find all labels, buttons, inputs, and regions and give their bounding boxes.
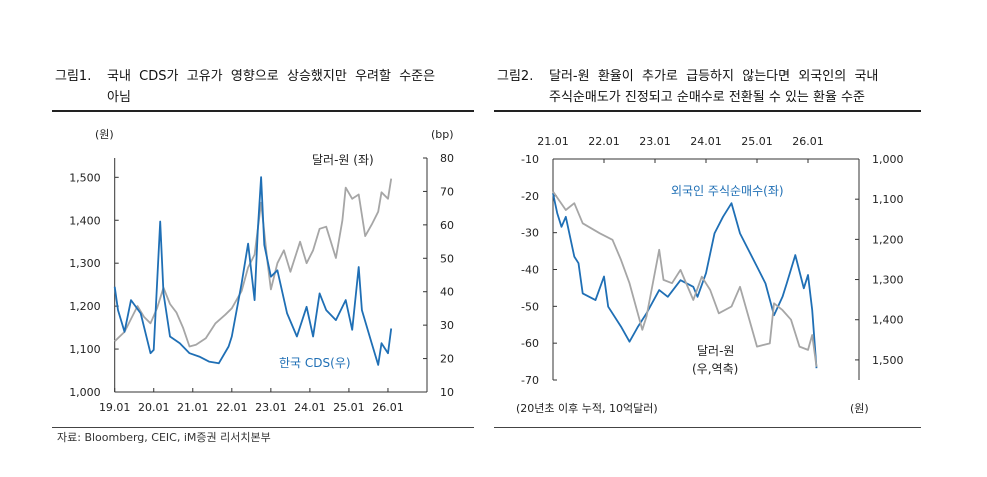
right-axis-tick-label: 80 (440, 152, 454, 165)
left-axis-tick-label: -40 (521, 264, 539, 277)
left-axis-tick-label: -60 (521, 337, 539, 350)
left-axis-tick-label: -20 (521, 190, 539, 203)
figure2-number: 그림2. (497, 69, 534, 84)
figure1-title-line1: 국내 CDS가 고유가 영향으로 상승했지만 우려할 수준은 (107, 69, 436, 84)
left-axis-tick-label: -30 (521, 227, 539, 240)
x-axis-tick-label: 23.01 (639, 135, 671, 148)
left-axis-tick-label: -10 (521, 153, 539, 166)
right-axis-tick-label: 40 (440, 286, 454, 299)
legend-korea-cds: 한국 CDS(우) (279, 356, 351, 370)
legend-usdkrw-line2: (우,역축) (692, 362, 738, 376)
right-axis-tick-label: 30 (440, 319, 454, 332)
right-axis-tick-label: 70 (440, 185, 454, 198)
figure1-number: 그림1. (55, 69, 92, 84)
figure2-title-line1: 달러-원 환율이 추가로 급등하지 않는다면 외국인의 국내 (549, 69, 879, 84)
x-axis-tick-label: 23.01 (255, 401, 287, 414)
x-axis-tick-label: 25.01 (333, 401, 365, 414)
left-axis-tick-label: 1,500 (69, 171, 101, 184)
figure2-title-rule (494, 110, 921, 112)
right-axis-tick-label: 50 (440, 252, 454, 265)
x-axis-tick-label: 19.01 (99, 401, 131, 414)
source-note: 자료: Bloomberg, CEIC, iM증권 리서치본부 (57, 431, 271, 444)
right-axis-tick-label: 1,200 (872, 233, 904, 246)
left-axis-tick-label: 1,200 (69, 300, 101, 313)
series-line-1 (552, 190, 818, 367)
legend-usdkrw: 달러-원 (좌) (312, 153, 374, 167)
left-axis-unit: (원) (95, 128, 114, 141)
legend-foreign-net-buy: 외국인 주식순매수(좌) (671, 184, 784, 198)
x-axis-tick-label: 25.01 (741, 135, 773, 148)
right-axis-tick-label: 20 (440, 353, 454, 366)
figure2-title: 그림2. 달러-원 환율이 추가로 급등하지 않는다면 외국인의 국내 주식순매… (497, 66, 927, 110)
x-axis-tick-label: 26.01 (372, 401, 404, 414)
figure1-title-line2: 아님 (107, 90, 131, 105)
figure2-title-line2: 주식순매도가 진정되고 순매수로 전환될 수 있는 환율 수준 (549, 90, 865, 105)
x-axis-tick-label: 21.01 (177, 401, 209, 414)
right-axis-tick-label: 1,300 (872, 274, 904, 287)
x-axis-tick-label: 22.01 (588, 135, 620, 148)
figure1-title-rule (52, 110, 474, 112)
left-axis-tick-label: 1,400 (69, 214, 101, 227)
left-axis-tick-label: 1,000 (69, 386, 101, 399)
right-axis-tick-label: 60 (440, 219, 454, 232)
x-axis-tick-label: 26.01 (792, 135, 824, 148)
legend-usdkrw-line1: 달러-원 (697, 344, 734, 358)
right-axis-tick-label: 1,000 (872, 153, 904, 166)
x-axis-tick-label: 24.01 (294, 401, 326, 414)
right-axis-tick-label: 1,500 (872, 354, 904, 367)
left-axis-unit: (20년초 이후 누적, 10억달러) (516, 402, 658, 415)
bottom-rule-right (494, 427, 921, 428)
right-axis-unit: (bp) (431, 128, 454, 141)
x-axis-tick-label: 24.01 (690, 135, 722, 148)
right-axis-tick-label: 1,100 (872, 193, 904, 206)
left-axis-tick-label: -70 (521, 374, 539, 387)
left-axis-tick-label: 1,100 (69, 343, 101, 356)
left-axis-tick-label: -50 (521, 300, 539, 313)
x-axis-tick-label: 21.01 (537, 135, 569, 148)
right-axis-tick-label: 1,400 (872, 314, 904, 327)
left-axis-tick-label: 1,300 (69, 257, 101, 270)
x-axis-tick-label: 20.01 (138, 401, 170, 414)
bottom-rule-left (52, 427, 474, 428)
series-line-1 (113, 176, 393, 366)
right-axis-unit: (원) (850, 402, 869, 415)
figure1-title: 그림1. 국내 CDS가 고유가 영향으로 상승했지만 우려할 수준은 아님 (55, 66, 485, 110)
x-axis-tick-label: 22.01 (216, 401, 248, 414)
right-axis-tick-label: 10 (440, 386, 454, 399)
